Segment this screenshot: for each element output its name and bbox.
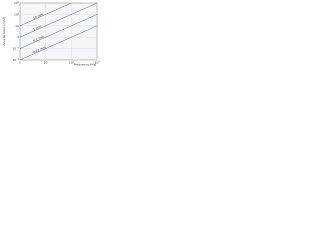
x-tick-label: 1 <box>19 61 21 65</box>
series-line <box>20 25 97 60</box>
series-line <box>20 3 72 27</box>
y-tick-label: 10² <box>14 12 20 16</box>
plot-lines <box>20 3 97 60</box>
x-tick-label: 10² <box>69 61 75 65</box>
series-label: 1 mm <box>32 24 42 31</box>
y-tick-label: 1 <box>17 35 19 39</box>
series-label: 10 mm <box>32 12 43 20</box>
y-tick-label: 10⁻² <box>12 58 19 62</box>
chart: Frequency (Hz) Acceleration (m/s²) 1 10 10… <box>2 1 100 67</box>
y-axis-label: Acceleration (m/s²) <box>2 17 6 46</box>
y-tick-label: 10 <box>15 24 19 28</box>
x-tick-label: 10³ <box>94 61 100 65</box>
y-tick-label: 10³ <box>14 1 20 5</box>
series-label: 0.01 mm <box>32 45 46 54</box>
y-tick-label: 10⁻¹ <box>12 47 19 51</box>
series-line <box>20 14 97 49</box>
series-line <box>20 3 97 38</box>
x-axis-label: Frequency (Hz) <box>74 63 97 67</box>
x-tick-label: 10 <box>44 61 48 65</box>
series-label: 0.1 mm <box>32 35 44 43</box>
